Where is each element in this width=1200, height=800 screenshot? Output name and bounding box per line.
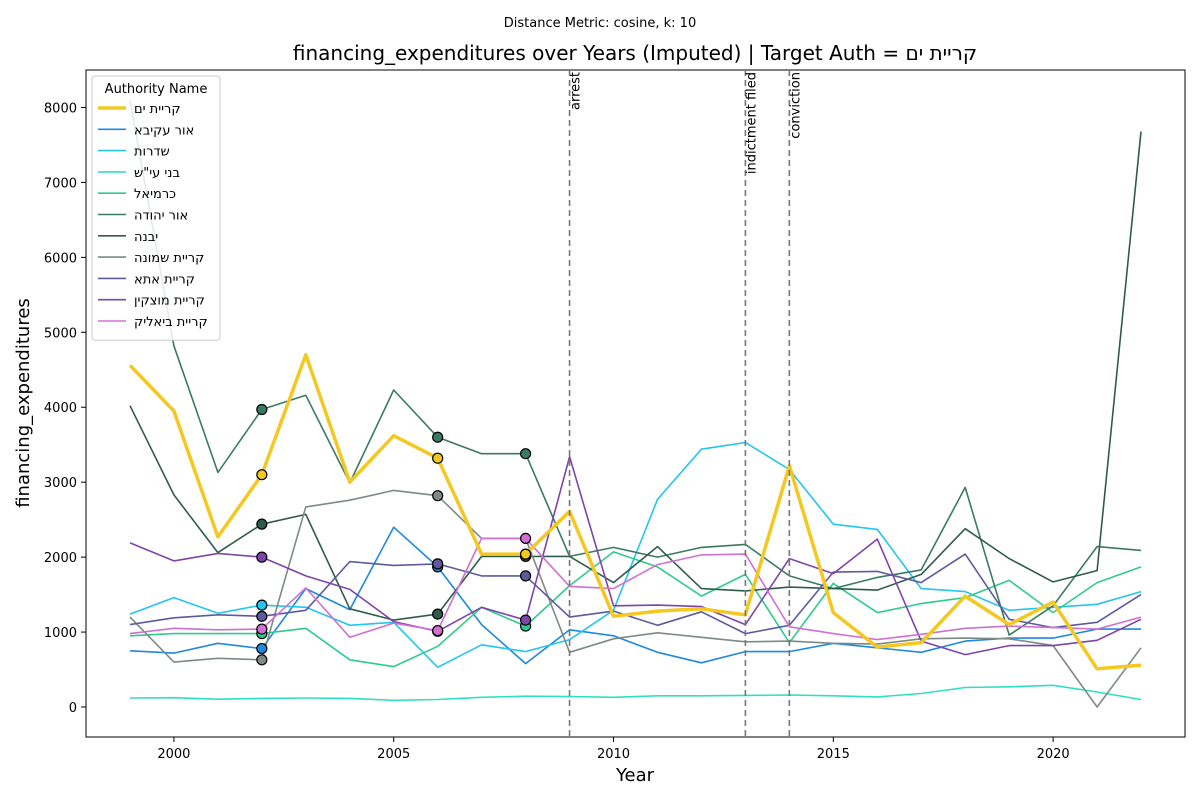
legend-title: Authority Name bbox=[105, 82, 208, 97]
legend-entry: יבנה bbox=[134, 230, 158, 245]
y-tick-label: 4000 bbox=[44, 401, 77, 416]
imputed-point bbox=[256, 599, 268, 611]
series-line bbox=[129, 553, 1142, 635]
y-tick-label: 6000 bbox=[44, 251, 77, 266]
series-line bbox=[129, 99, 1142, 636]
imputed-point bbox=[432, 558, 444, 570]
imputed-point bbox=[256, 551, 268, 563]
imputed-point bbox=[256, 654, 268, 666]
imputed-point bbox=[256, 623, 268, 635]
series-line bbox=[129, 684, 1142, 702]
legend: Authority Name קריית ים אור עקיבא שדרות בני … bbox=[91, 75, 221, 341]
imputed-point bbox=[256, 403, 268, 416]
imputed-point bbox=[256, 610, 268, 622]
x-tick-label: 2020 bbox=[1037, 747, 1070, 762]
x-tick-label: 2015 bbox=[817, 747, 850, 762]
legend-entry: שדרות bbox=[134, 145, 170, 160]
plot-area: 2000 2005 2010 2015 2020 0 1000 2000 3000 4000 500… bbox=[44, 69, 1186, 762]
legend-entry: בני עי"ש bbox=[134, 166, 180, 181]
event-label: conviction bbox=[788, 72, 803, 139]
series-line bbox=[129, 131, 1142, 621]
series-line bbox=[129, 551, 1142, 668]
legend-entry: קריית שמונה bbox=[134, 251, 204, 266]
series-line bbox=[129, 455, 1142, 656]
legend-entry: כרמיאל bbox=[134, 187, 176, 202]
imputed-point bbox=[432, 452, 444, 464]
legend-entry: קריית ביאליק bbox=[134, 315, 208, 330]
imputed-point bbox=[256, 518, 268, 530]
series-line bbox=[128, 353, 1142, 671]
x-axis-label: Year bbox=[615, 765, 655, 786]
series-line bbox=[129, 441, 1142, 669]
x-tick-label: 2005 bbox=[377, 747, 410, 762]
imputed-point bbox=[432, 608, 444, 620]
chart-suptitle: Distance Metric: cosine, k: 10 bbox=[504, 16, 696, 31]
y-tick-label: 7000 bbox=[44, 176, 77, 191]
event-label: indictment filed bbox=[744, 72, 759, 174]
imputed-point bbox=[519, 532, 532, 544]
y-tick-label: 2000 bbox=[44, 551, 77, 566]
legend-box bbox=[91, 75, 221, 341]
imputed-point bbox=[519, 570, 532, 582]
y-tick-label: 1000 bbox=[44, 626, 77, 641]
series-line bbox=[129, 489, 1142, 708]
imputed-point bbox=[519, 448, 532, 460]
imputed-point bbox=[432, 624, 444, 637]
y-tick-label: 8000 bbox=[44, 101, 77, 116]
chart-title: financing_expenditures over Years (Imput… bbox=[293, 41, 977, 65]
legend-entry: קריית ים bbox=[134, 102, 181, 117]
x-tick-label: 2010 bbox=[597, 747, 630, 762]
y-tick-label: 0 bbox=[69, 701, 77, 716]
series-line bbox=[129, 526, 1141, 665]
y-axis-label: financing_expenditures bbox=[13, 298, 34, 508]
y-tick-label: 3000 bbox=[44, 476, 77, 491]
imputed-point bbox=[519, 548, 532, 560]
imputed-point bbox=[256, 469, 268, 481]
imputed-point bbox=[432, 490, 444, 502]
imputed-point bbox=[432, 431, 444, 443]
plot-frame bbox=[85, 69, 1186, 738]
series-line bbox=[129, 537, 1142, 641]
legend-entry: אור יהודה bbox=[134, 209, 188, 224]
legend-entry: אור עקיבא bbox=[134, 123, 194, 138]
x-tick-label: 2000 bbox=[157, 747, 190, 762]
legend-entry: קריית אתא bbox=[134, 272, 195, 287]
legend-entry: קריית מוצקין bbox=[134, 294, 205, 309]
y-tick-label: 5000 bbox=[44, 326, 77, 341]
event-label: arrest bbox=[569, 72, 584, 110]
imputed-point bbox=[256, 642, 268, 655]
imputed-point bbox=[519, 614, 532, 626]
